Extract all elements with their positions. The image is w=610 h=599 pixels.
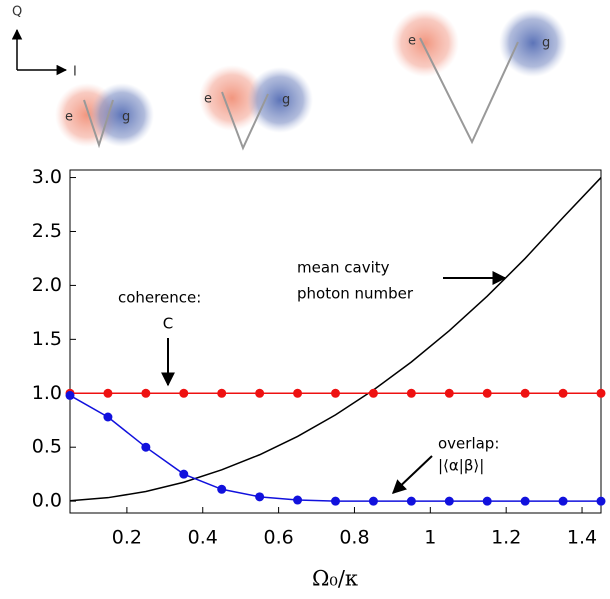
annotation: mean cavity [297,259,390,277]
y-tick-label: 0.0 [32,490,62,512]
data-point [179,388,189,398]
data-point [255,492,265,502]
data-point [217,388,227,398]
data-point [444,496,454,506]
data-point [141,442,151,452]
data-point [558,388,568,398]
g-state [90,83,154,147]
y-tick-label: 3.0 [32,166,62,188]
annotation: photon number [297,285,414,303]
annotation-arrow [391,455,433,494]
y-tick-label: 0.5 [32,436,62,458]
data-point [596,496,606,506]
data-point [179,469,189,479]
x-tick-label: 0.6 [263,527,293,549]
data-point [368,496,378,506]
data-point [406,496,416,506]
data-point [331,496,340,506]
x-tick-label: 1.4 [567,527,597,549]
data-point [444,388,454,398]
annotation: C [163,315,173,333]
x-tick-label: 0.4 [188,527,218,549]
q-label: Q [12,5,22,20]
v-lines [221,91,269,151]
e-label: e [65,110,73,125]
annotation: |⟨α|β⟩| [438,457,484,475]
data-point [520,496,530,506]
i-label: I [73,65,77,80]
data-point [255,388,265,398]
y-tick-label: 2.0 [32,274,62,296]
e-label: e [204,92,212,107]
e-state [199,65,265,131]
data-point [596,388,606,398]
g-state [499,9,567,77]
v-lines [419,37,519,145]
data-point [103,412,113,422]
y-tick-label: 1.0 [32,382,62,404]
data-point [103,388,113,398]
data-point [482,496,492,506]
annotation: overlap: [438,435,499,453]
x-axis-label: Ω₀/κ [312,567,358,591]
phase-diagram: Q I e g e g e g [11,5,567,151]
data-point [406,388,416,398]
e-label: e [408,34,416,49]
data-point [217,484,227,494]
g-label: g [122,110,130,125]
g-state [247,67,313,133]
y-tick-label: 1.5 [32,328,62,350]
x-tick-label: 1.2 [491,527,521,549]
x-tick-label: 0.8 [339,527,369,549]
data-point [558,496,568,506]
g-label: g [282,93,290,108]
plot-frame [69,169,602,514]
v-lines [83,99,114,149]
e-state [391,9,459,77]
data-point [293,388,303,398]
data-point [293,495,303,505]
x-tick-label: 1 [424,527,436,549]
series-line [69,177,602,502]
g-label: g [542,36,550,51]
y-tick-label: 2.5 [32,220,62,242]
annotation: coherence: [118,289,201,307]
data-point [65,390,75,400]
data-point [482,388,492,398]
data-point [141,388,151,398]
data-point [368,388,378,398]
data-point [520,388,530,398]
data-point [331,388,340,398]
x-tick-label: 0.2 [112,527,142,549]
